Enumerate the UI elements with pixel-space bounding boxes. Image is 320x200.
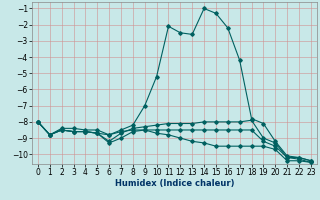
X-axis label: Humidex (Indice chaleur): Humidex (Indice chaleur) xyxy=(115,179,234,188)
